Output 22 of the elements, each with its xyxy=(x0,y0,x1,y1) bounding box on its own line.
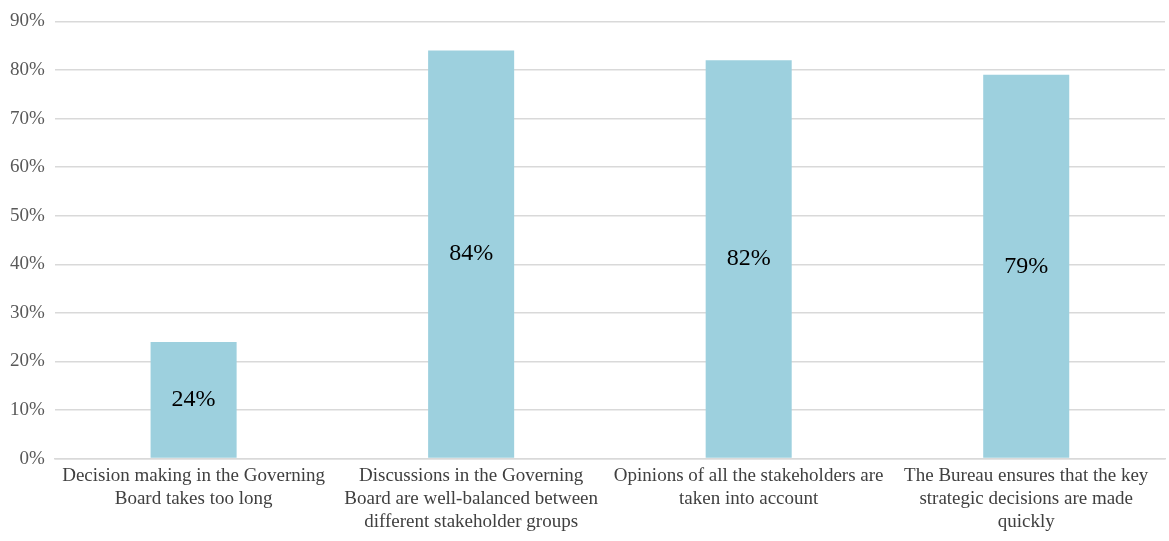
data-label: 79% xyxy=(1004,251,1049,278)
y-tick-label: 20% xyxy=(10,349,45,371)
x-tick-label: Discussions in the Governing Board are well-balanced between different stakeholder groups xyxy=(344,463,599,531)
data-label: 82% xyxy=(726,244,771,271)
y-tick-label: 40% xyxy=(10,252,45,274)
bar xyxy=(150,342,237,458)
x-tick-label: The Bureau ensures that the key strategic decisions are made quickly xyxy=(904,463,1149,531)
y-tick-label: 10% xyxy=(10,398,45,420)
bar xyxy=(705,60,792,458)
x-tick-label: Decision making in the Governing Board takes too long xyxy=(62,463,326,508)
data-label: 84% xyxy=(449,239,494,266)
y-tick-label: 90% xyxy=(10,9,45,31)
y-tick-label: 30% xyxy=(10,300,45,322)
y-tick-label: 60% xyxy=(10,155,45,177)
x-tick-label: Opinions of all the stakeholders are taken into account xyxy=(613,463,884,508)
y-tick-label: 0% xyxy=(19,446,45,468)
data-label: 24% xyxy=(171,385,216,412)
bar xyxy=(428,50,515,458)
y-tick-label: 80% xyxy=(10,57,45,79)
bar xyxy=(983,74,1070,458)
y-tick-label: 70% xyxy=(10,106,45,128)
y-tick-label: 50% xyxy=(10,203,45,225)
